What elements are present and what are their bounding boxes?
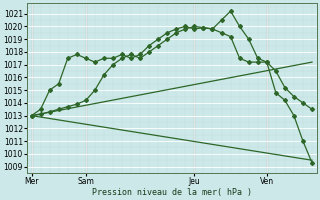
X-axis label: Pression niveau de la mer( hPa ): Pression niveau de la mer( hPa )	[92, 188, 252, 197]
